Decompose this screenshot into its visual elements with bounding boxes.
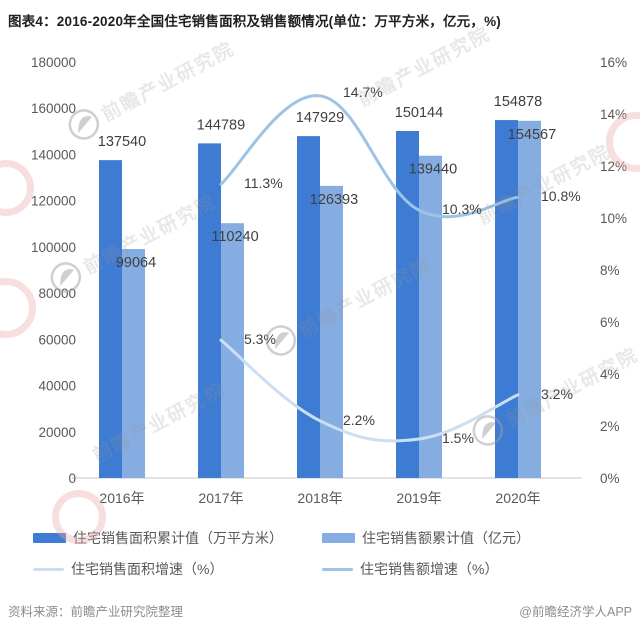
line-amount-growth: [219, 94, 520, 219]
legend-item-amount-cumulative: 住宅销售额累计值（亿元）: [322, 528, 530, 548]
left-axis-tick-label: 20000: [38, 425, 76, 440]
left-axis-tick-label: 160000: [31, 101, 76, 116]
value-label-amount: 154567: [508, 127, 556, 143]
bar-amount-cumulative: [320, 185, 343, 479]
right-axis-tick-label: 2%: [600, 419, 620, 434]
left-axis-tick-label: 100000: [31, 240, 76, 255]
legend-swatch-area-bar: [33, 533, 66, 543]
right-axis-tick-label: 6%: [600, 315, 620, 330]
right-axis-tick-label: 12%: [600, 159, 627, 174]
x-axis-category-label: 2018年: [297, 490, 342, 506]
bar-amount-cumulative: [419, 155, 442, 479]
right-axis-tick-label: 16%: [600, 55, 627, 70]
legend-swatch-area-line: [33, 567, 64, 571]
value-label-amount: 139440: [409, 162, 457, 178]
right-axis-tick-label: 4%: [600, 367, 620, 382]
value-label-amount: 126393: [310, 192, 358, 208]
bar-area-cumulative: [396, 131, 419, 478]
growth-label-area: 1.5%: [442, 430, 474, 446]
growth-label-area: 2.2%: [343, 412, 375, 428]
legend-item-area-cumulative: 住宅销售面积累计值（万平方米）: [33, 528, 283, 548]
legend-label-area-cumulative: 住宅销售面积累计值（万平方米）: [73, 530, 283, 546]
value-label-area: 150144: [395, 105, 443, 121]
legend-swatch-amount-bar: [322, 533, 355, 543]
x-axis-category-label: 2020年: [495, 490, 540, 506]
x-axis-category-label: 2016年: [99, 490, 144, 506]
left-axis-tick-label: 80000: [38, 286, 76, 301]
chart-title: 图表4：2016-2020年全国住宅销售面积及销售额情况(单位：万平方米，亿元，…: [8, 14, 501, 29]
right-axis-tick-label: 0%: [600, 471, 620, 486]
value-label-area: 137540: [98, 134, 146, 150]
bar-area-cumulative: [495, 120, 518, 479]
value-label-area: 154878: [494, 94, 542, 110]
growth-label-amount: 10.3%: [442, 201, 482, 217]
bar-amount-cumulative: [122, 249, 145, 478]
legend-label-area-growth: 住宅销售面积增速（%）: [71, 561, 224, 577]
legend-label-amount-growth: 住宅销售额增速（%）: [360, 561, 499, 577]
value-label-amount: 99064: [116, 255, 156, 271]
footer: 资料来源：前瞻产业研究院整理 @前瞻经济学人APP: [8, 601, 632, 620]
growth-label-amount: 14.7%: [343, 84, 383, 100]
legend-label-amount-cumulative: 住宅销售额累计值（亿元）: [362, 530, 530, 546]
bar-area-cumulative: [99, 160, 122, 479]
value-label-area: 147929: [296, 110, 344, 126]
bar-area-cumulative: [198, 143, 221, 478]
right-axis-tick-label: 14%: [600, 107, 627, 122]
left-axis-tick-label: 120000: [31, 194, 76, 209]
source-note: 资料来源：前瞻产业研究院整理: [8, 605, 184, 619]
left-axis-tick-label: 180000: [31, 55, 76, 70]
growth-label-area: 3.2%: [541, 386, 573, 402]
app-handle: @前瞻经济学人APP: [519, 605, 632, 619]
growth-label-amount: 10.8%: [541, 188, 581, 204]
x-axis-category-label: 2017年: [198, 490, 243, 506]
left-axis-tick-label: 140000: [31, 147, 76, 162]
right-axis-tick-label: 10%: [600, 211, 627, 226]
x-axis-category-label: 2019年: [396, 490, 441, 506]
left-axis-tick-label: 40000: [38, 379, 76, 394]
legend-item-area-growth: 住宅销售面积增速（%）: [33, 559, 223, 579]
growth-label-area: 5.3%: [244, 331, 276, 347]
value-label-amount: 110240: [211, 229, 258, 245]
right-axis-tick-label: 8%: [600, 263, 620, 278]
legend-item-amount-growth: 住宅销售额增速（%）: [322, 559, 498, 579]
growth-label-amount: 11.3%: [244, 175, 283, 191]
bar-amount-cumulative: [518, 120, 541, 478]
bar-area-cumulative: [297, 136, 320, 479]
left-axis-tick-label: 60000: [38, 332, 76, 347]
value-label-area: 144789: [197, 117, 245, 133]
legend-swatch-amount-line: [322, 567, 353, 571]
left-axis-tick-label: 0: [68, 471, 76, 486]
